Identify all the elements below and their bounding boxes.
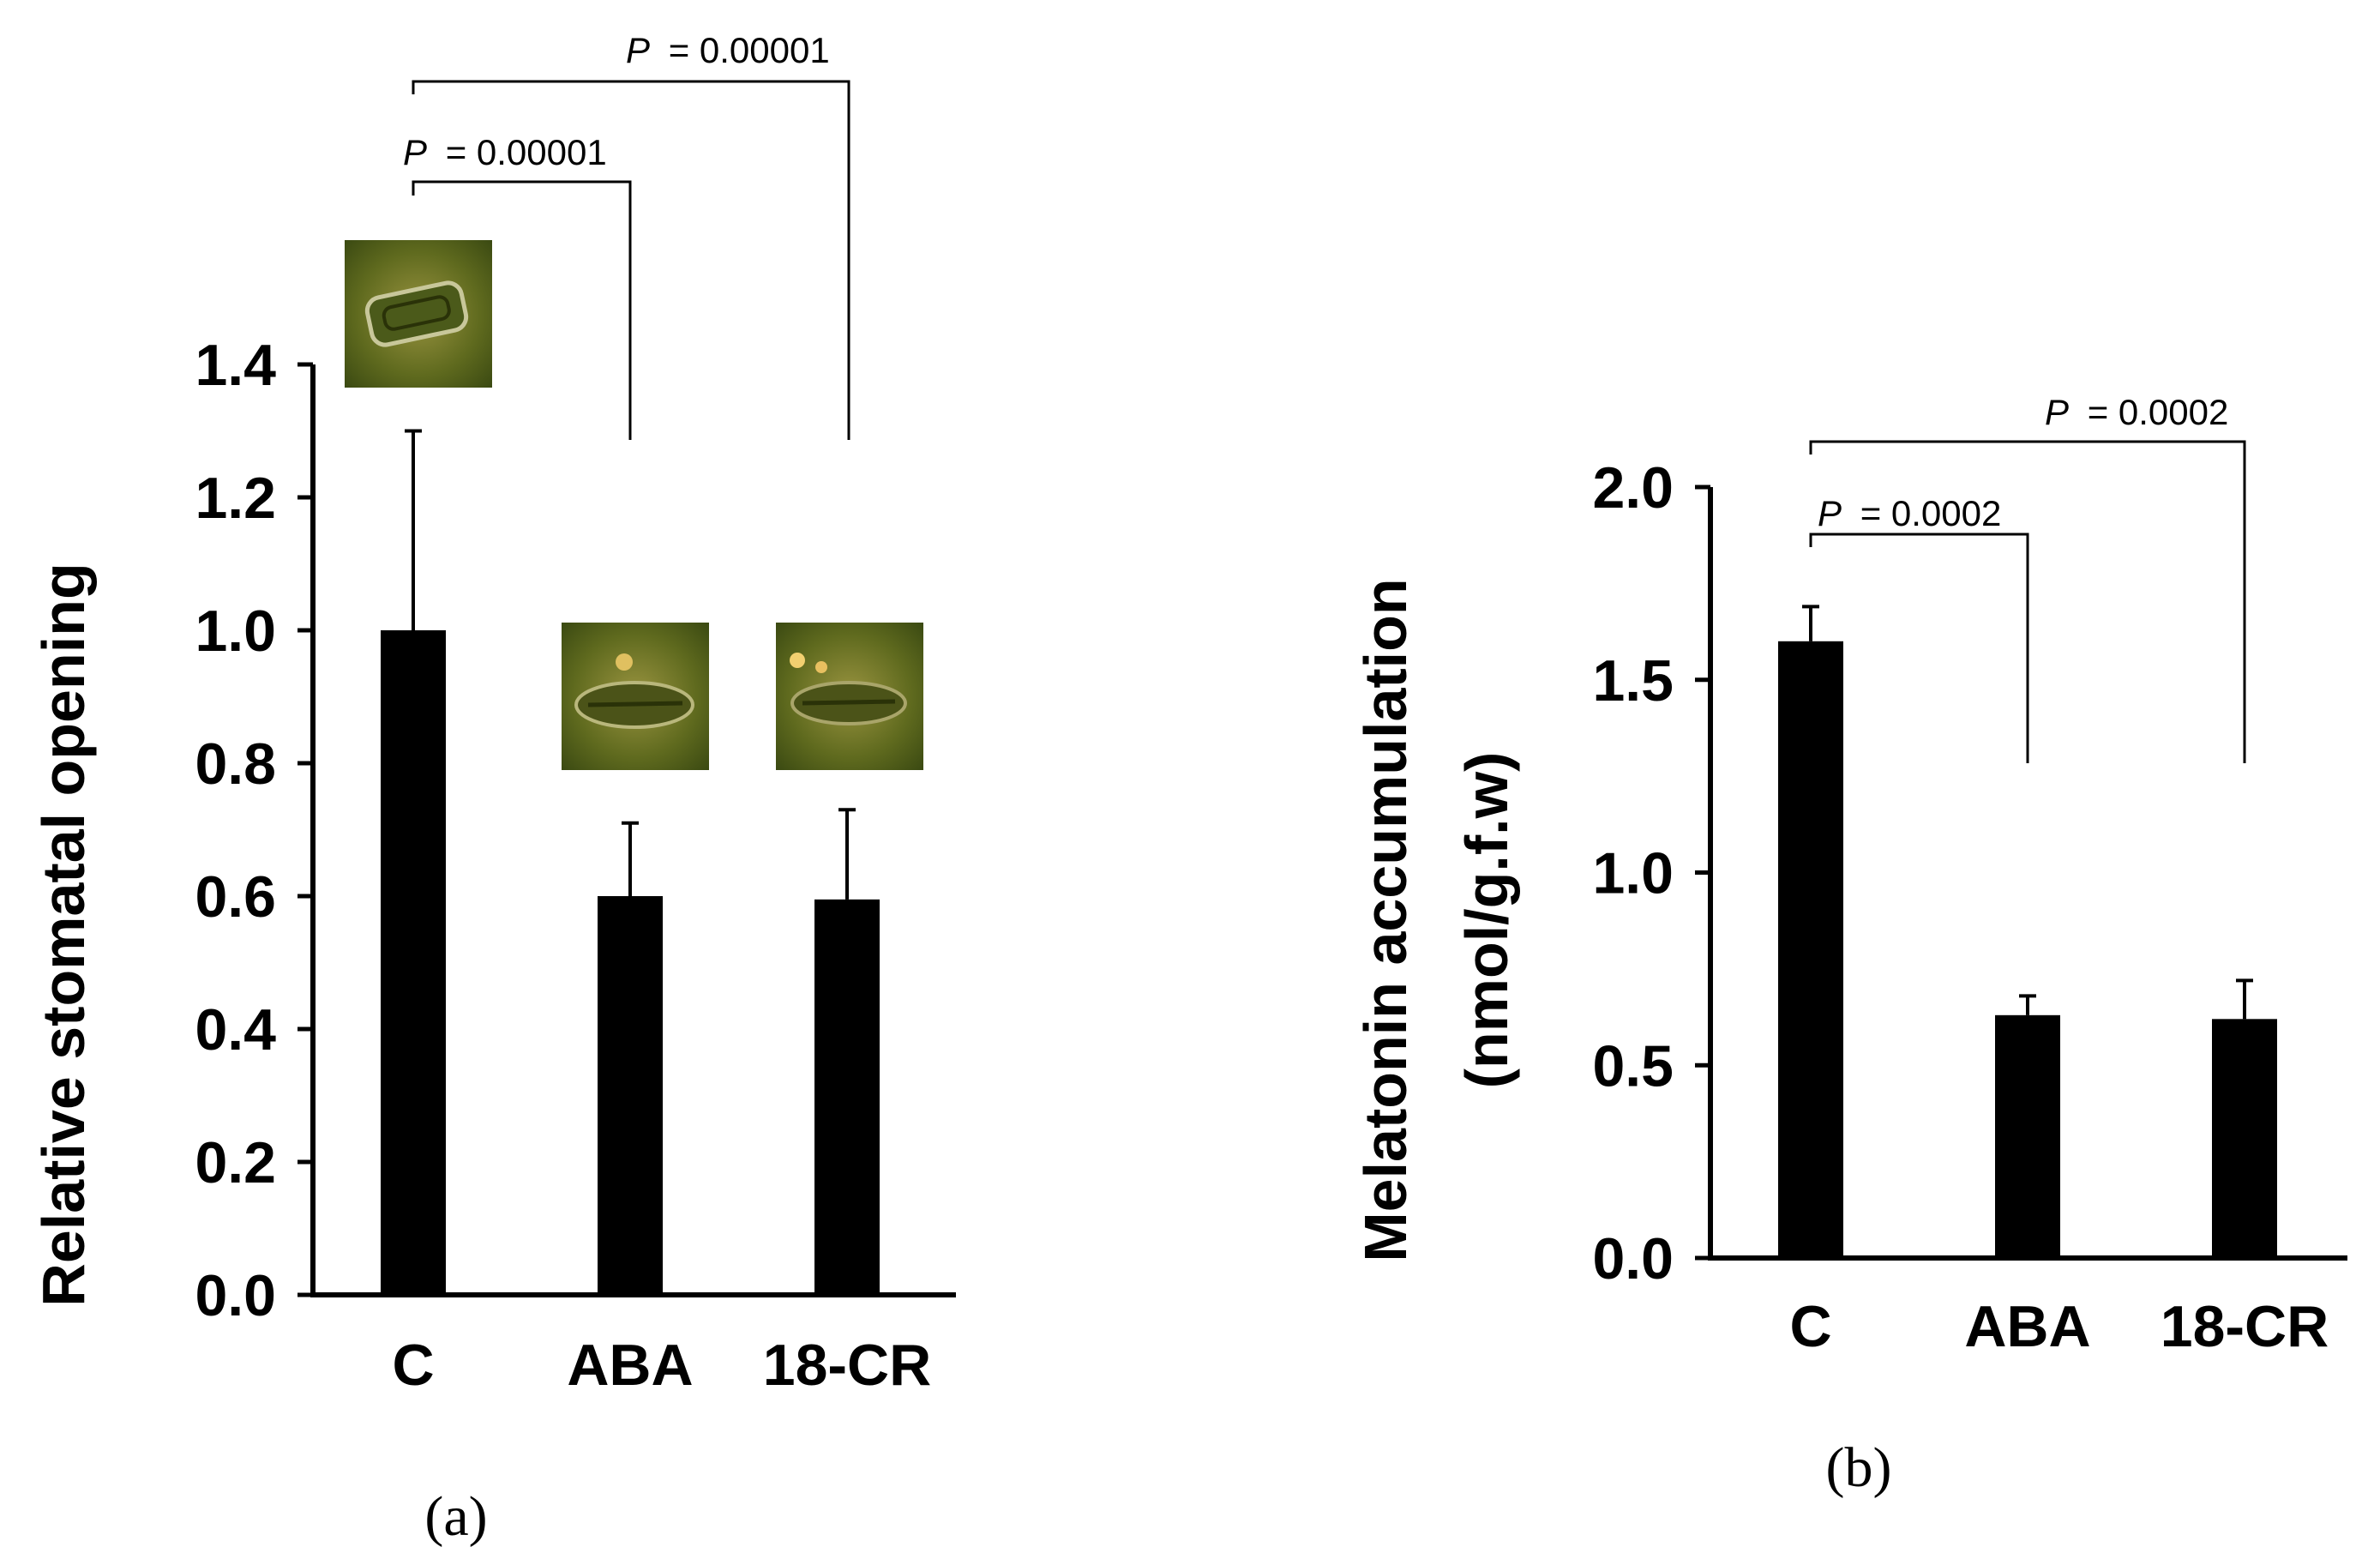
y-tick-label-a: 0.6 [195,864,276,930]
x-category-label-a: 18-CR [763,1333,932,1398]
significance-bracket-c-aba-a: P = 0.00001 [403,132,632,440]
panel-label-b: (b) [1826,1436,1892,1499]
y-tick-label-b: 1.0 [1592,841,1674,906]
y-tick-label-b: 0.0 [1592,1226,1674,1291]
y-tick-label-a: 0.4 [195,997,276,1062]
panel-a: Relative stomatal opening 0.0 0.2 0.4 0.6 0.… [30,30,956,1548]
bar-c-a [381,630,446,1295]
x-category-label-b: C [1789,1294,1831,1359]
bar-18-cr-b [2212,1019,2277,1258]
y-tick-label-a: 0.0 [195,1263,276,1328]
y-tick-label-a: 0.2 [195,1130,276,1195]
svg-text:P = 0.00001: P = 0.00001 [403,132,607,172]
svg-text:P = 0.0002: P = 0.0002 [1818,493,2001,533]
x-category-label-a: ABA [567,1333,693,1398]
open-stomata-photo [345,240,492,388]
svg-text:P = 0.00001: P = 0.00001 [626,30,830,70]
x-category-label-b: 18-CR [2161,1294,2329,1359]
x-category-label-b: ABA [1964,1294,2090,1359]
y-tick-label-b: 2.0 [1592,455,1674,521]
bar-18-cr-a [814,899,880,1295]
y-tick-label-a: 1.2 [195,466,276,531]
y-axis-label-b-line2: (nmol/g.f.w) [1453,752,1520,1089]
svg-text:P = 0.0002: P = 0.0002 [2045,392,2228,432]
y-tick-label-a: 1.4 [195,333,276,398]
y-tick-label-a: 1.0 [195,599,276,664]
y-tick-label-a: 0.8 [195,731,276,797]
y-axis-label-a: Relative stomatal opening [30,563,97,1306]
y-tick-label-b: 1.5 [1592,648,1674,713]
x-category-label-a: C [392,1333,434,1398]
closed-stomata-photo-aba [562,623,709,770]
panel-label-a: (a) [424,1485,487,1548]
significance-bracket-c-18cr-b: P = 0.0002 [1809,392,2246,763]
y-axis-label-b-line1: Melatonin accumulation [1352,578,1419,1261]
bar-aba-b [1995,1014,2060,1258]
significance-bracket-c-18cr-a: P = 0.00001 [412,30,850,440]
panel-b: Melatonin accumulation (nmol/g.f.w) 0.0 0… [1352,392,2347,1499]
closed-stomata-photo-18cr [776,623,923,770]
y-tick-label-b: 0.5 [1592,1033,1674,1099]
significance-bracket-c-aba-b: P = 0.0002 [1809,493,2029,763]
bar-aba-a [598,896,663,1295]
bar-c-b [1778,641,1843,1258]
